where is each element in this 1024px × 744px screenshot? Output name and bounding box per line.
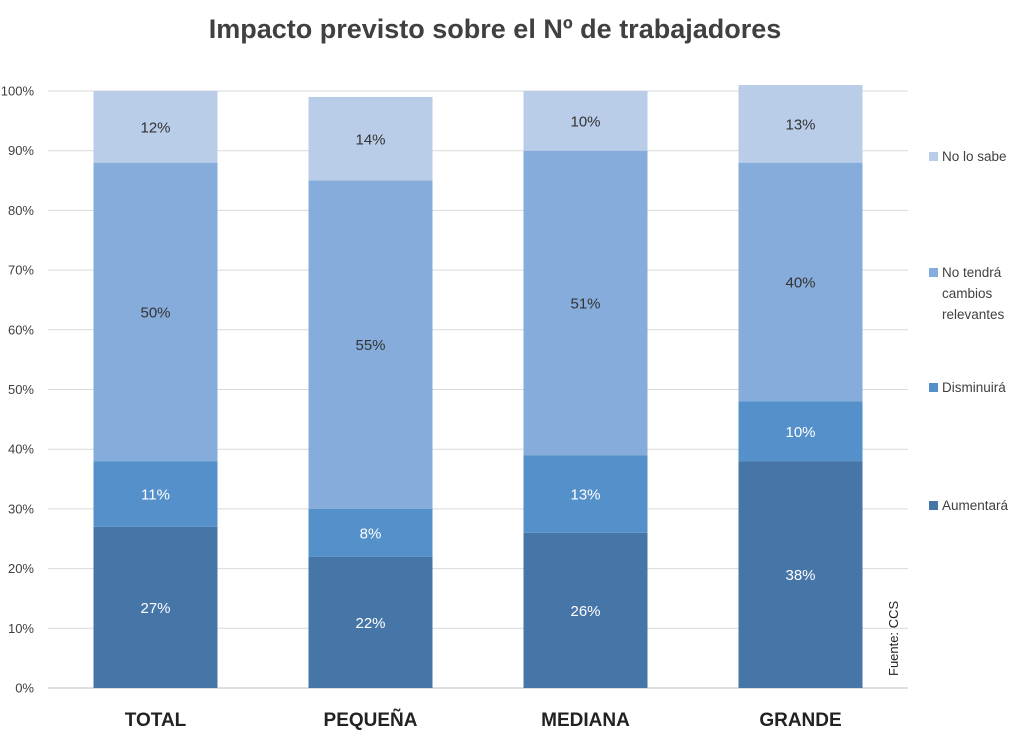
bar-segment-aumentar-	[93, 526, 218, 688]
legend-swatch	[929, 383, 938, 392]
y-tick-label: 10%	[8, 621, 34, 636]
data-label: 12%	[140, 119, 170, 136]
data-label: 55%	[355, 337, 385, 354]
x-category-label: TOTAL	[125, 710, 187, 731]
legend-label: No tendrá	[942, 265, 1002, 280]
bar-segment-no-lo-sabe	[523, 91, 648, 151]
legend-label: Disminuirá	[942, 380, 1006, 395]
legend-label: Aumentará	[942, 498, 1009, 513]
source-note: Fuente: CCS	[886, 601, 901, 676]
bar-segment-disminuir-	[523, 455, 648, 533]
data-label: 14%	[355, 131, 385, 148]
data-label: 11%	[141, 486, 170, 503]
bar-segment-aumentar-	[523, 532, 648, 688]
legend-swatch	[929, 501, 938, 510]
data-label: 13%	[570, 486, 600, 503]
y-tick-label: 20%	[8, 561, 34, 576]
y-tick-label: 90%	[8, 143, 34, 158]
y-tick-label: 80%	[8, 203, 34, 218]
data-label: 10%	[785, 424, 815, 441]
bar-segment-aumentar-	[738, 461, 863, 688]
y-tick-label: 40%	[8, 442, 34, 457]
bar-segment-no-lo-sabe	[308, 96, 433, 181]
legend-label: No lo sabe	[942, 149, 1007, 164]
bar-segment-no-tendr-cambios-relevantes	[308, 180, 433, 509]
data-label: 22%	[355, 615, 385, 632]
bar-segment-aumentar-	[308, 556, 433, 688]
data-label: 50%	[140, 304, 170, 321]
data-label: 26%	[570, 603, 600, 620]
y-tick-label: 0%	[15, 681, 34, 696]
x-category-label: GRANDE	[759, 710, 841, 731]
data-label: 40%	[785, 275, 815, 292]
x-category-label: MEDIANA	[541, 710, 630, 731]
bar-segment-disminuir-	[738, 401, 863, 462]
y-tick-label: 60%	[8, 322, 34, 337]
data-label: 38%	[785, 567, 815, 584]
bars: 27% 11% 50% 12% 22% 8% 55% 14% 26% 13% 51% 10% 38% 10…	[93, 85, 863, 688]
bar-segment-no-tendr-cambios-relevantes	[523, 150, 648, 456]
y-axis: 0% 10% 20% 30% 40% 50% 60% 70% 80% 90% 100%	[1, 84, 35, 696]
x-category-label: PEQUEÑA	[324, 709, 418, 731]
x-axis: TOTAL PEQUEÑA MEDIANA GRANDE	[125, 709, 842, 731]
legend: No lo sabe No tendrá cambios relevantes Dism…	[929, 149, 1009, 513]
y-tick-label: 50%	[8, 382, 34, 397]
bar-segment-disminuir-	[93, 461, 218, 527]
y-tick-label: 100%	[1, 84, 35, 99]
legend-label: relevantes	[942, 307, 1005, 322]
data-label: 10%	[570, 113, 600, 130]
legend-swatch	[929, 152, 938, 161]
data-label: 27%	[140, 600, 170, 617]
bar-segment-disminuir-	[308, 508, 433, 557]
y-tick-label: 30%	[8, 501, 34, 516]
y-tick-label: 70%	[8, 263, 34, 278]
data-label: 13%	[785, 116, 815, 133]
bar-segment-no-tendr-cambios-relevantes	[93, 162, 218, 462]
data-label: 8%	[360, 525, 382, 542]
chart-title: Impacto previsto sobre el Nº de trabajad…	[209, 14, 782, 44]
bar-segment-no-lo-sabe	[93, 91, 218, 163]
bar-segment-no-tendr-cambios-relevantes	[738, 162, 863, 402]
bar-segment-no-lo-sabe	[738, 85, 863, 163]
legend-label: cambios	[942, 286, 993, 301]
data-label: 51%	[570, 295, 600, 312]
legend-swatch	[929, 268, 938, 277]
